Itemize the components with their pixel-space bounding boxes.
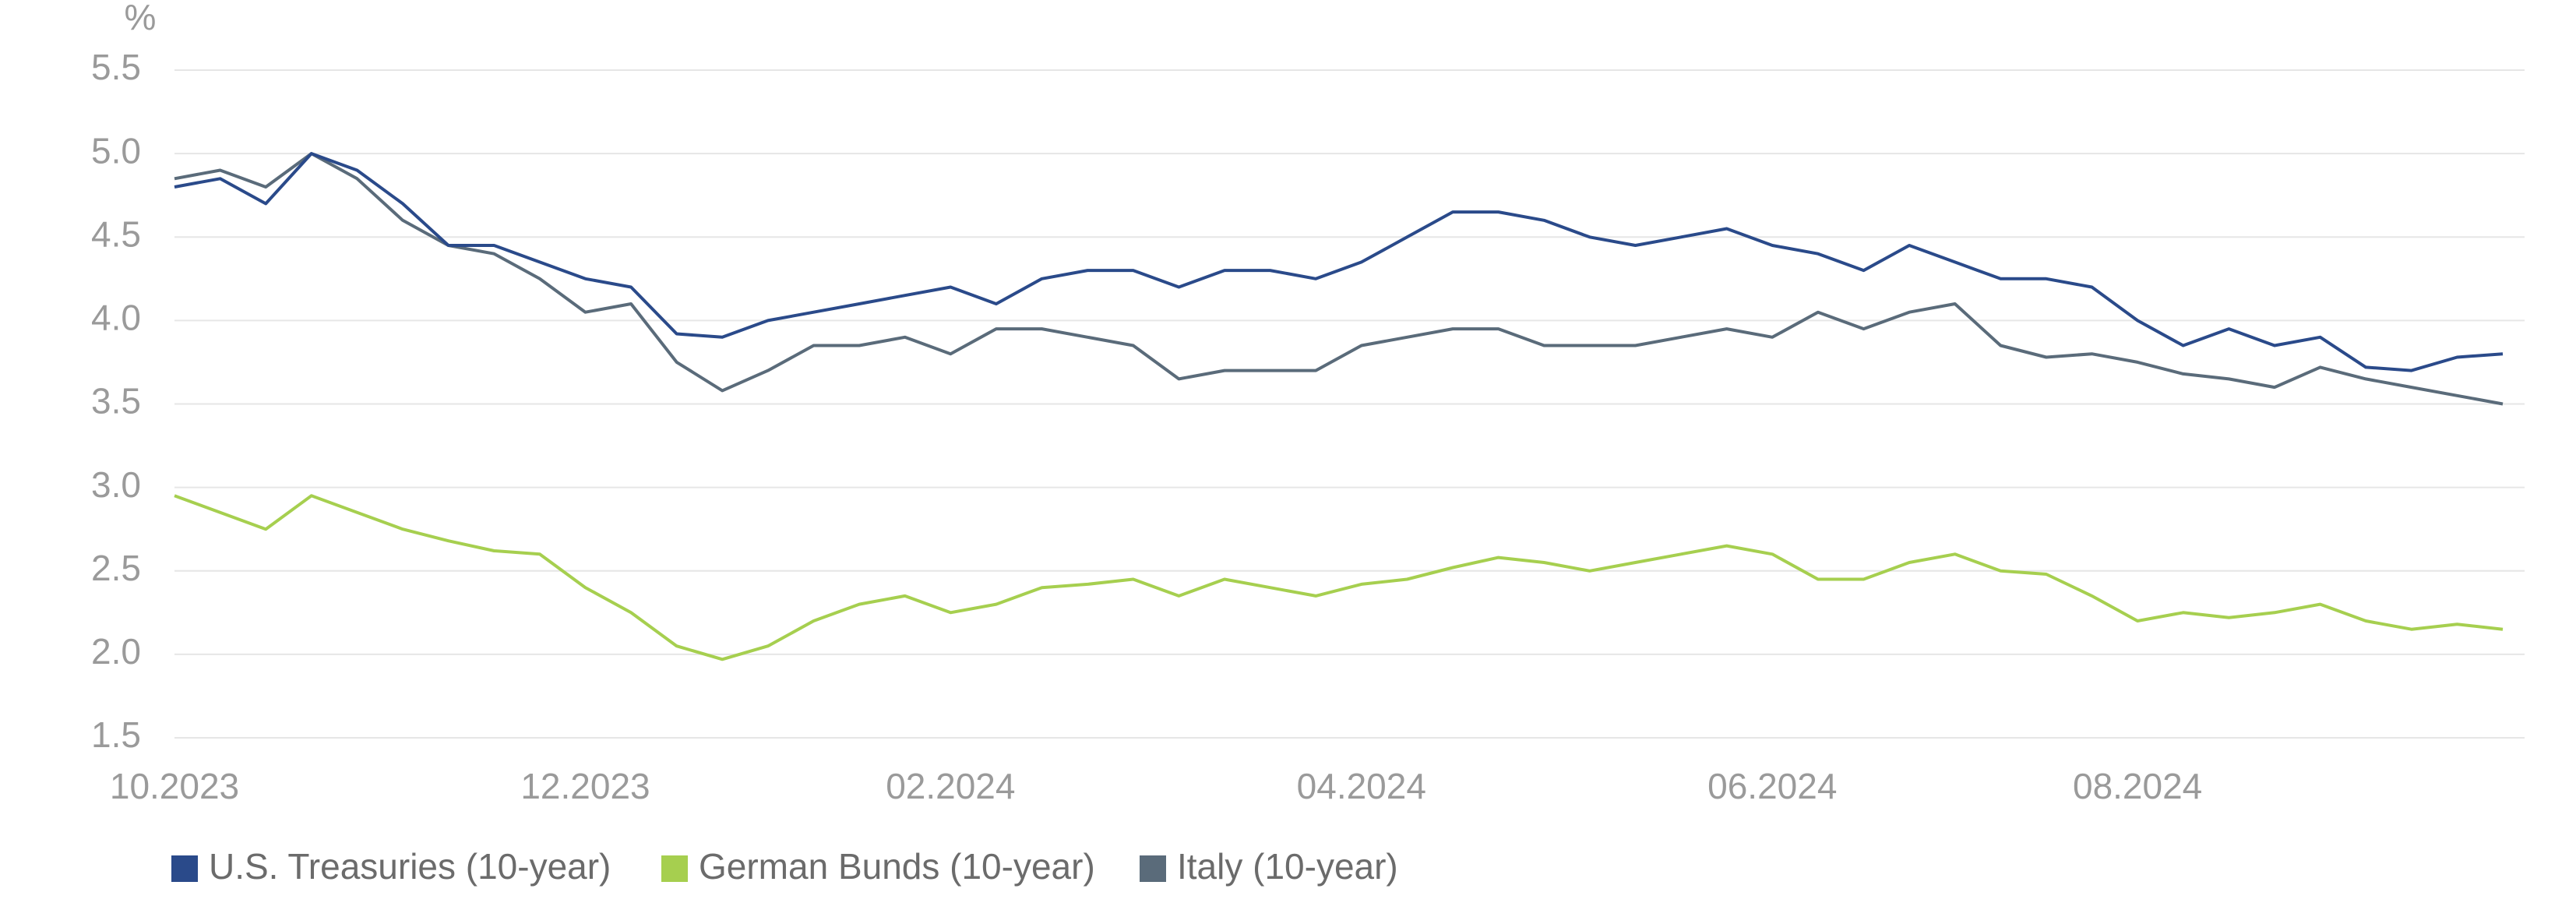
x-tick-label: 10.2023 bbox=[110, 766, 239, 806]
legend-label: U.S. Treasuries (10-year) bbox=[209, 846, 611, 887]
y-tick-label: 3.0 bbox=[91, 464, 141, 505]
x-tick-label: 06.2024 bbox=[1707, 766, 1837, 806]
series-line bbox=[174, 494, 2504, 661]
x-tick-label: 02.2024 bbox=[886, 766, 1015, 806]
x-tick-label: 12.2023 bbox=[520, 766, 650, 806]
y-tick-label: 3.5 bbox=[91, 381, 141, 421]
y-tick-label: 4.5 bbox=[91, 213, 141, 254]
legend-label: German Bunds (10-year) bbox=[699, 846, 1095, 887]
y-tick-label: 2.0 bbox=[91, 631, 141, 672]
legend-swatch bbox=[1140, 855, 1166, 882]
x-tick-label: 04.2024 bbox=[1297, 766, 1426, 806]
y-axis-label: % bbox=[125, 0, 157, 37]
x-tick-label: 08.2024 bbox=[2073, 766, 2202, 806]
series-line bbox=[174, 152, 2504, 406]
y-tick-label: 2.5 bbox=[91, 548, 141, 588]
y-tick-label: 4.0 bbox=[91, 298, 141, 338]
y-tick-label: 1.5 bbox=[91, 714, 141, 755]
legend-swatch bbox=[661, 855, 688, 882]
y-tick-label: 5.5 bbox=[91, 47, 141, 87]
legend-swatch bbox=[171, 855, 198, 882]
legend: U.S. Treasuries (10-year) German Bunds (1… bbox=[171, 846, 1398, 887]
series-line bbox=[174, 152, 2504, 372]
legend-label: Italy (10-year) bbox=[1177, 846, 1398, 887]
y-tick-label: 5.0 bbox=[91, 130, 141, 171]
